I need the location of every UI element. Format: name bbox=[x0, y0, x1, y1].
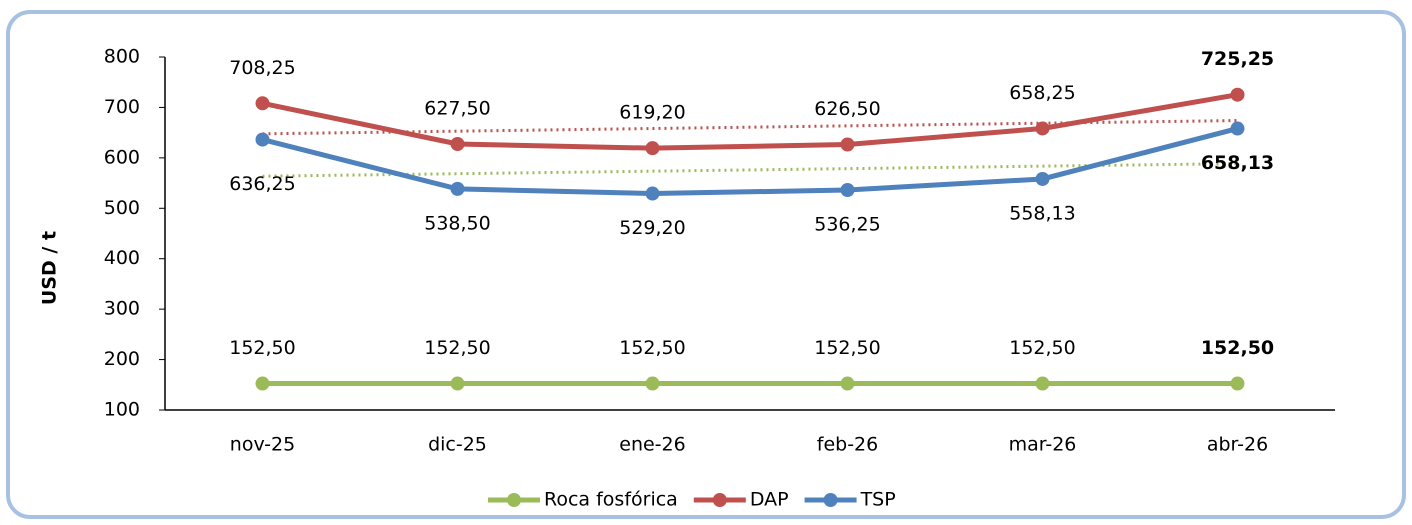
point bbox=[1230, 121, 1245, 136]
data-label: 619,20 bbox=[619, 102, 685, 124]
series-line bbox=[261, 92, 1238, 151]
y-tick-label: 600 bbox=[104, 146, 140, 168]
data-label: 658,13 bbox=[1201, 152, 1274, 174]
point bbox=[255, 376, 270, 391]
y-tick-label: 200 bbox=[104, 348, 140, 370]
data-label: 152,50 bbox=[229, 337, 295, 359]
legend-label: Roca fosfórica bbox=[544, 489, 678, 511]
point bbox=[450, 136, 465, 151]
x-tick-label: feb-26 bbox=[817, 434, 878, 456]
y-tick-label: 300 bbox=[104, 298, 140, 320]
data-label: 658,25 bbox=[1009, 82, 1075, 104]
point bbox=[450, 376, 465, 391]
data-label: 627,50 bbox=[424, 97, 490, 119]
data-label: 152,50 bbox=[1201, 337, 1274, 359]
point bbox=[840, 137, 855, 152]
x-tick-label: dic-25 bbox=[428, 434, 487, 456]
data-label: 152,50 bbox=[1009, 337, 1075, 359]
data-label: 536,25 bbox=[814, 214, 880, 236]
x-tick-label: nov-25 bbox=[230, 434, 295, 456]
y-tick-label: 100 bbox=[104, 399, 140, 421]
y-tick-label: 700 bbox=[104, 96, 140, 118]
data-label: 725,25 bbox=[1201, 48, 1274, 70]
point bbox=[1035, 376, 1050, 391]
data-label: 626,50 bbox=[814, 98, 880, 120]
point bbox=[1035, 121, 1050, 136]
point bbox=[840, 183, 855, 198]
data-label: 708,25 bbox=[229, 57, 295, 79]
point bbox=[1230, 376, 1245, 391]
point bbox=[645, 376, 660, 391]
legend-marker bbox=[507, 493, 521, 507]
data-label: 152,50 bbox=[424, 337, 490, 359]
point bbox=[645, 186, 660, 201]
data-label: 152,50 bbox=[814, 337, 880, 359]
series-line bbox=[261, 126, 1239, 197]
x-tick-label: mar-26 bbox=[1009, 434, 1077, 456]
y-tick-label: 800 bbox=[104, 46, 140, 68]
point bbox=[1035, 171, 1050, 186]
x-tick-label: abr-26 bbox=[1207, 434, 1268, 456]
trendline bbox=[262, 119, 1238, 136]
x-tick-label: ene-26 bbox=[619, 434, 685, 456]
point bbox=[255, 96, 270, 111]
data-label: 558,13 bbox=[1009, 202, 1075, 224]
legend-marker bbox=[712, 493, 727, 507]
data-label: 529,20 bbox=[619, 217, 685, 239]
point bbox=[645, 141, 660, 156]
legend-label: TSP bbox=[860, 489, 896, 511]
point bbox=[255, 132, 270, 147]
point bbox=[1230, 87, 1245, 102]
data-label: 636,25 bbox=[229, 173, 295, 195]
point bbox=[450, 181, 465, 196]
point bbox=[840, 376, 855, 391]
data-label: 538,50 bbox=[424, 212, 490, 234]
y-tick-label: 400 bbox=[104, 247, 140, 269]
legend-label: DAP bbox=[750, 489, 789, 511]
y-tick-label: 500 bbox=[104, 197, 140, 219]
frame bbox=[6, 10, 1406, 519]
data-label: 152,50 bbox=[619, 337, 685, 359]
y-axis-label: USD / t bbox=[39, 231, 61, 305]
legend-marker bbox=[823, 493, 838, 507]
trendline bbox=[262, 162, 1238, 178]
